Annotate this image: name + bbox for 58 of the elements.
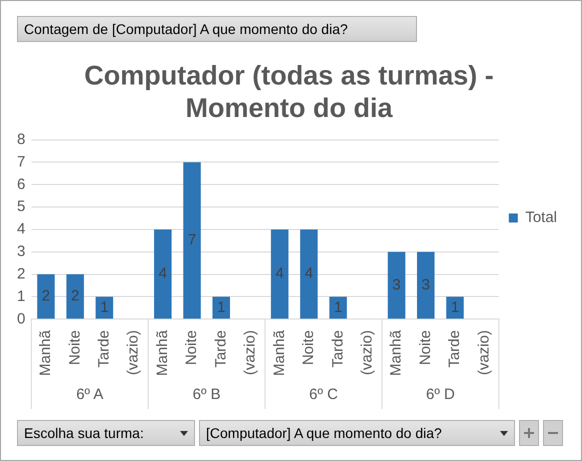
y-tick-label: 8 — [17, 130, 26, 148]
text: 6º B — [192, 386, 221, 404]
data-label: 1 — [334, 298, 342, 316]
y-tick-label: 6 — [17, 176, 26, 193]
bar — [270, 229, 288, 319]
x-tick-label: Tarde — [446, 330, 464, 368]
bar — [388, 252, 406, 319]
y-tick-label: 2 — [17, 265, 26, 282]
x-tick-label: Manhã — [270, 329, 288, 376]
data-label: 1 — [450, 298, 460, 316]
y-tick-label: 0 — [17, 310, 26, 328]
data-label: 2 — [42, 288, 50, 305]
x-tick-label: Tarde — [212, 330, 230, 368]
x-tick-label: Noite — [66, 330, 84, 366]
text: Escolha sua turma: — [24, 425, 144, 441]
bar — [417, 252, 435, 319]
text: 6º A — [76, 386, 104, 404]
y-tick-label: 7 — [17, 153, 26, 170]
x-tick-label: Noite — [183, 330, 200, 366]
x-tick-label: (vazio) — [358, 330, 376, 376]
text: 6º C — [309, 386, 338, 404]
data-label: 4 — [304, 265, 314, 282]
y-tick-label: 4 — [17, 220, 26, 238]
bar — [446, 296, 464, 319]
data-label: 2 — [70, 288, 80, 305]
data-label: 4 — [158, 265, 167, 282]
data-label: 3 — [392, 276, 401, 294]
y-tick-label: 1 — [17, 288, 26, 305]
data-label: 4 — [276, 265, 284, 282]
bar — [212, 296, 230, 319]
x-tick-label: Tarde — [96, 330, 113, 368]
y-tick-label: 3 — [17, 243, 26, 260]
bar — [329, 296, 347, 319]
text: 6º D — [426, 386, 455, 404]
x-tick-label: (vazio) — [124, 330, 142, 376]
data-label: 7 — [188, 232, 196, 249]
text: [Computador] A que momento do dia? — [206, 425, 442, 441]
data-label: 3 — [422, 276, 430, 294]
x-tick-label: (vazio) — [242, 330, 259, 376]
bar — [37, 274, 55, 319]
x-tick-label: Manhã — [37, 329, 54, 376]
x-tick-label: Manhã — [154, 329, 171, 376]
x-tick-label: (vazio) — [475, 330, 492, 376]
bar — [154, 229, 172, 319]
y-tick-label: 5 — [17, 198, 26, 216]
bar — [300, 229, 318, 319]
chart-title: Computador (todas as turmas) - Momento do dia — [84, 60, 494, 124]
bar — [66, 274, 84, 319]
x-tick-label: Noite — [300, 330, 318, 366]
text: Contagem de [Computador] A que momento do dia? — [24, 21, 348, 37]
x-tick-label: Noite — [416, 330, 434, 366]
x-tick-label: Manhã — [388, 329, 405, 376]
bar — [96, 296, 114, 319]
data-label: 1 — [217, 298, 226, 316]
data-label: 1 — [100, 298, 109, 316]
legend-label: Total — [525, 209, 558, 226]
x-tick-label: Tarde — [329, 330, 346, 368]
bar — [183, 162, 201, 319]
